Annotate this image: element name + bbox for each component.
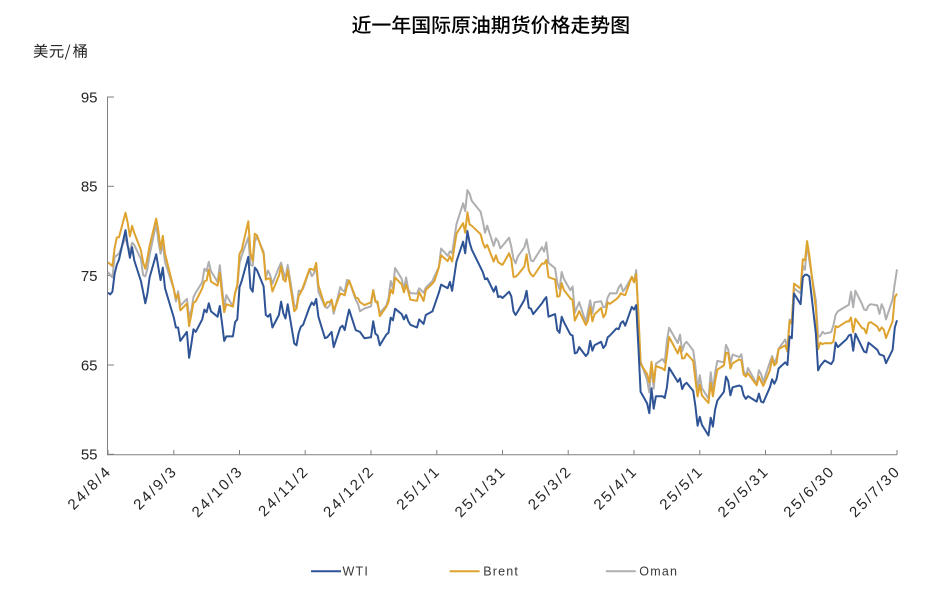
svg-text:24/9/3: 24/9/3 [130, 463, 181, 514]
svg-text:25/3/2: 25/3/2 [525, 463, 576, 514]
svg-text:25/1/1: 25/1/1 [393, 463, 444, 514]
svg-text:95: 95 [81, 89, 98, 106]
svg-text:25/4/1: 25/4/1 [591, 463, 642, 514]
svg-text:25/6/30: 25/6/30 [780, 463, 838, 521]
svg-text:25/5/1: 25/5/1 [656, 463, 707, 514]
svg-text:Brent: Brent [483, 565, 519, 579]
svg-text:25/1/31: 25/1/31 [452, 463, 510, 521]
svg-text:25/5/31: 25/5/31 [715, 463, 773, 521]
svg-text:55: 55 [81, 447, 98, 464]
svg-text:24/10/3: 24/10/3 [189, 463, 247, 521]
svg-text:24/12/2: 24/12/2 [320, 463, 378, 521]
svg-text:65: 65 [81, 357, 98, 374]
svg-text:Oman: Oman [639, 565, 678, 579]
svg-text:75: 75 [81, 268, 98, 285]
svg-text:85: 85 [81, 179, 98, 196]
svg-text:WTI: WTI [343, 565, 370, 579]
svg-text:24/8/4: 24/8/4 [65, 463, 116, 514]
svg-text:25/7/30: 25/7/30 [846, 463, 904, 521]
svg-text:24/11/2: 24/11/2 [255, 463, 313, 521]
